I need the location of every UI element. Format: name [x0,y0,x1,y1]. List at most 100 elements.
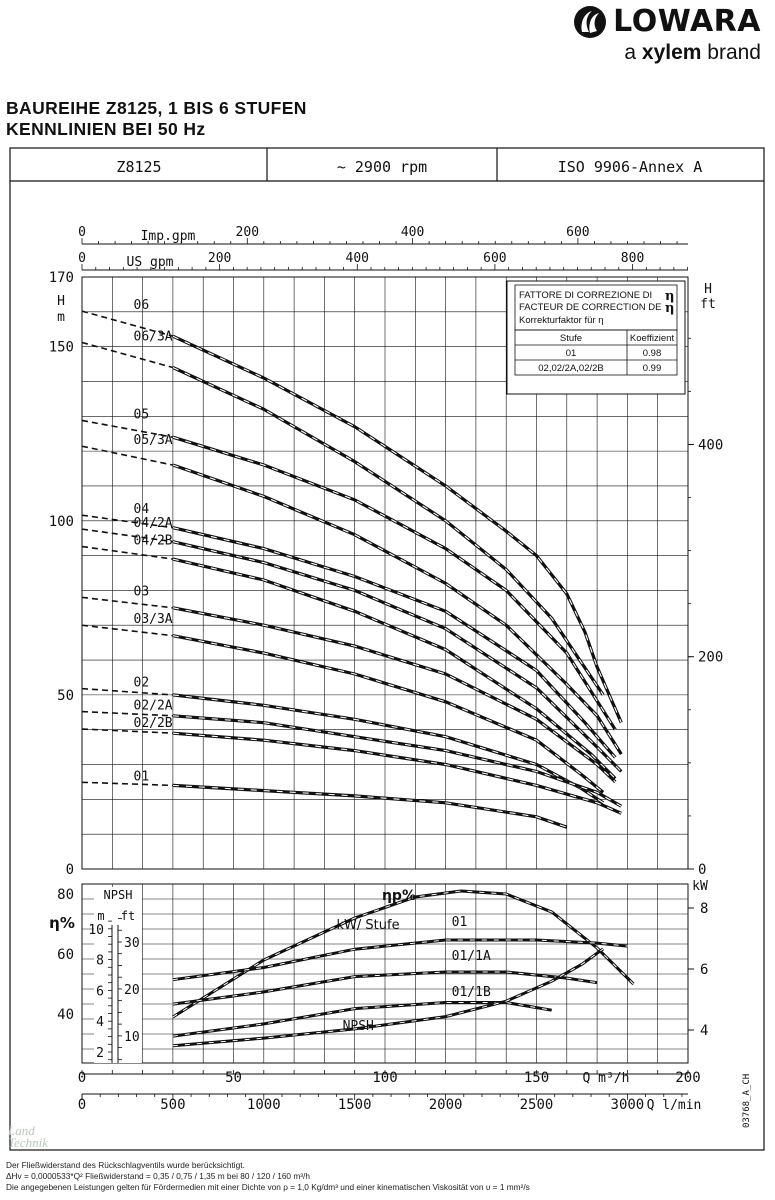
eff-curve-label: ηp% [382,888,416,904]
curve-highlight [172,635,604,793]
q-m3h-tick: 100 [372,1070,397,1086]
curve-extension [81,310,174,337]
imp-gpm-axis-tick: 600 [566,225,589,240]
q-lmin-tick: 2000 [429,1097,463,1113]
kw-label: kW [692,879,708,894]
curve-02-2A [172,714,623,808]
kw-stage-label: kW/ Stufe [337,918,400,933]
curve-highlight [172,607,616,783]
curve-highlight [172,527,616,758]
npsh-ft-label: ft [121,909,135,923]
imp-gpm-axis-tick: 0 [78,225,86,240]
lower-curve-highlight [172,890,634,1018]
kw-01-label: 01 [452,915,468,930]
curve-highlight [172,715,622,807]
head-y2-label: H [704,282,712,297]
us-gpm-axis-tick: 600 [483,251,506,266]
head-y2-tick: 200 [698,650,723,666]
tagline-bold: xylem [641,41,702,64]
lower-curve-highlight [172,1002,552,1037]
npsh-ft-tick: 30 [124,936,140,951]
brand-tagline: a xylem brand [573,41,761,65]
lower-curve-highlight [172,971,598,1005]
footer-notes: Der Fließwiderstand des Rückschlagventil… [6,1160,530,1193]
curve-extension [81,445,174,466]
curve-label: 06/3A [134,329,173,344]
npsh-m-tick: 2 [96,1046,104,1061]
curve-extension [81,528,174,543]
curve-label: 01 [134,769,150,784]
correction-stage: 02,02/2A,02/2B [538,363,604,374]
brand-row: LOWARA [573,4,761,39]
head-y-tick: 150 [49,340,74,356]
curve-label: 02/2A [134,699,173,714]
page-title: BAUREIHE Z8125, 1 BIS 6 STUFEN KENNLINIE… [6,98,307,140]
curve-extension [81,341,174,369]
eff-tick: 80 [57,887,74,903]
watermark-line2: Technik [8,1135,48,1150]
curve-05-3A [172,463,623,755]
brand-block: LOWARA a xylem brand [573,4,761,65]
curve-label: 03/3A [134,612,173,627]
head-y2-tick: 400 [698,437,723,453]
curve-label: 02/2B [134,716,173,731]
npsh-ft-tick: 10 [124,1030,140,1045]
head-y-label: H [57,294,65,309]
kw-tick: 8 [700,901,708,917]
q-lmin-tick: 1500 [338,1097,372,1113]
tagline-pre: a [624,41,637,64]
npsh-m-tick: 6 [96,984,104,999]
head-y-tick: 170 [49,270,74,286]
q-lmin-tick: 3000 [611,1097,645,1113]
kw-01-1a-label: 01/1A [452,949,491,964]
correction-line2: FACTEUR DE CORRECTION DE [519,302,662,313]
correction-line3: Korrekturfaktor für η [519,315,603,326]
title-line1: BAUREIHE Z8125, 1 BIS 6 STUFEN [6,98,307,118]
us-gpm-axis-tick: 0 [78,251,86,266]
curve-extension [81,545,174,560]
outer-frame [9,147,765,1151]
header-speed: ~ 2900 rpm [337,158,427,176]
npsh-m-tick: 8 [96,954,104,969]
watermark-line1: Land [8,1123,35,1138]
q-lmin-label: Q l/min [647,1098,702,1113]
curve-extension [81,781,173,787]
q-lmin-tick: 500 [160,1097,185,1113]
q-m3h-label: Q m³/h [583,1071,630,1086]
kw-tick: 4 [700,1023,708,1039]
npsh-m-tick: 10 [88,923,104,938]
us-gpm-label: US gpm [127,255,174,270]
curve-highlight [172,541,622,772]
correction-coef: 0.98 [643,348,662,359]
correction-line1: FATTORE DI CORREZIONE DI [519,290,652,301]
us-gpm-axis-tick: 400 [346,251,369,266]
curve-06-3A [172,366,605,696]
lower-curve-01 [172,938,628,982]
npsh-axis-title: NPSH [104,888,133,902]
correction-table [514,329,678,376]
head-y2-tick: 0 [698,862,706,878]
footer-line3: Die angegebenen Leistungen gelten für Fö… [6,1182,530,1192]
curve-extension [81,624,173,637]
head-y-tick: 0 [66,862,74,878]
curve-highlight [172,784,567,828]
curve-highlight [172,367,604,696]
curve-extension [81,710,173,717]
q-m3h-tick: 200 [675,1070,700,1086]
curve-04 [172,526,617,759]
curve-label: 06 [134,298,150,313]
q-lmin-tick: 2500 [520,1097,554,1113]
curve-extension [81,596,173,609]
npsh-m-label: m [97,909,104,923]
q-lmin-tick-zero: 0 [78,1097,86,1113]
curve-extension [81,514,174,529]
eff-tick: 40 [57,1007,74,1023]
us-gpm-axis-tick: 200 [208,251,231,266]
eta-glyph: η [665,301,674,316]
npsh-m-tick: 4 [96,1015,104,1030]
title-line2: KENNLINIEN BEI 50 Hz [6,119,206,139]
imp-gpm-label: Imp.gpm [141,229,196,244]
q-m3h-tick: 150 [524,1070,549,1086]
correction-col1-header: Stufe [560,333,582,344]
